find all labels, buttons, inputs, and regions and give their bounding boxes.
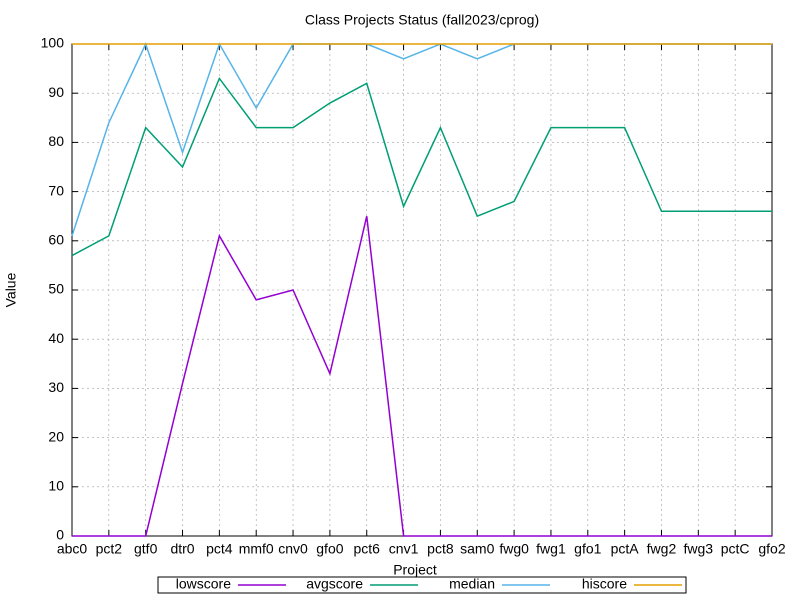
y-tick-label: 60 <box>48 232 64 248</box>
y-tick-label: 50 <box>48 281 64 297</box>
legend-label: avgscore <box>306 576 363 592</box>
x-tick-label: mmf0 <box>239 541 274 557</box>
y-tick-label: 30 <box>48 379 64 395</box>
x-tick-label: gfo2 <box>758 541 785 557</box>
series-line <box>72 216 772 537</box>
series-line <box>71 41 772 237</box>
x-tick-label: abc0 <box>57 541 88 557</box>
legend-label: median <box>449 576 495 592</box>
legend-box <box>157 576 687 594</box>
y-tick-label: 80 <box>48 133 64 149</box>
series-line <box>71 76 772 257</box>
y-tick-label: 90 <box>48 84 64 100</box>
y-tick-label: 20 <box>48 428 64 444</box>
y-tick-label: 40 <box>48 330 64 346</box>
x-tick-label: pct6 <box>354 541 381 557</box>
x-tick-label: pct4 <box>206 541 233 557</box>
x-tick-label: pct2 <box>96 541 123 557</box>
y-tick-label: 0 <box>56 527 64 543</box>
y-axis-label: Value <box>3 272 19 307</box>
legend-label: lowscore <box>176 576 231 592</box>
x-tick-label: cnv0 <box>278 541 308 557</box>
x-tick-label: fwg3 <box>684 541 714 557</box>
x-tick-label: dtr0 <box>170 541 194 557</box>
x-axis-label: Project <box>393 562 437 578</box>
y-tick-label: 70 <box>48 182 64 198</box>
x-tick-label: pctC <box>721 541 750 557</box>
chart-title: Class Projects Status (fall2023/cprog) <box>305 12 539 28</box>
x-tick-label: fwg0 <box>499 541 529 557</box>
x-tick-label: fwg2 <box>647 541 677 557</box>
y-tick-label: 100 <box>41 35 65 51</box>
x-tick-label: pctA <box>611 541 640 557</box>
x-tick-label: gfo1 <box>574 541 601 557</box>
x-tick-label: sam0 <box>460 541 494 557</box>
x-tick-label: fwg1 <box>536 541 566 557</box>
x-tick-label: cnv1 <box>389 541 419 557</box>
legend-label: hiscore <box>582 576 627 592</box>
x-tick-label: pct8 <box>427 541 454 557</box>
x-tick-label: gtf0 <box>134 541 158 557</box>
y-tick-label: 10 <box>48 478 64 494</box>
x-tick-label: gfo0 <box>316 541 343 557</box>
